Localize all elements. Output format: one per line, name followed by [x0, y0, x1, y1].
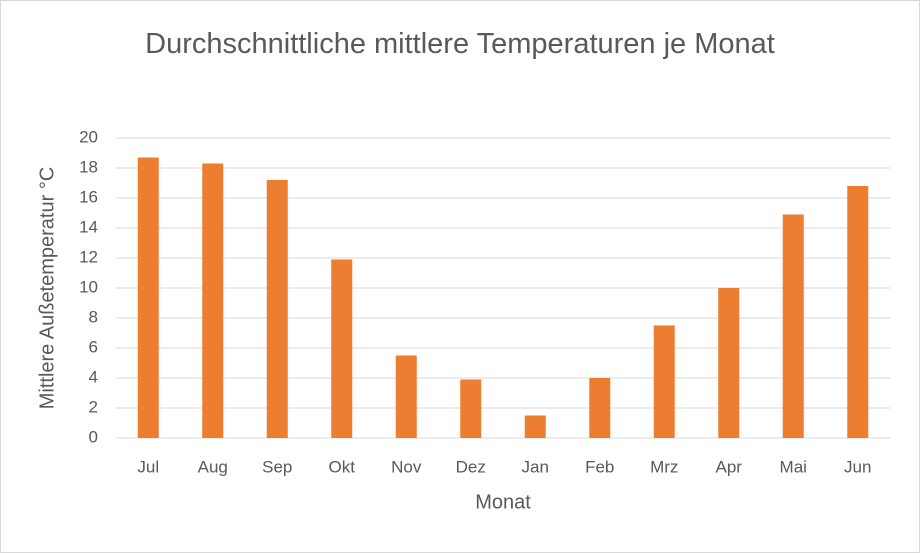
y-tick-label: 8	[89, 307, 98, 326]
bar	[460, 379, 482, 438]
y-axis-title: Mittlere Außetemperatur °C	[36, 167, 58, 410]
bar	[589, 378, 611, 438]
bar	[331, 259, 353, 438]
bar	[202, 163, 224, 438]
y-tick-label: 14	[79, 217, 98, 236]
y-tick-label: 20	[79, 127, 98, 146]
y-tick-label: 12	[79, 247, 98, 266]
y-tick-label: 10	[79, 277, 98, 296]
x-tick-label: Nov	[391, 457, 422, 476]
x-tick-label: Jun	[844, 457, 871, 476]
x-tick-label: Okt	[329, 457, 356, 476]
x-tick-label: Sep	[262, 457, 292, 476]
x-tick-label: Mai	[780, 457, 807, 476]
y-tick-label: 2	[89, 397, 98, 416]
x-tick-label: Jul	[137, 457, 159, 476]
x-tick-label: Aug	[198, 457, 228, 476]
x-tick-label: Apr	[716, 457, 743, 476]
y-tick-label: 16	[79, 187, 98, 206]
bar	[782, 214, 804, 438]
bar	[718, 288, 740, 438]
bar	[266, 180, 288, 438]
chart-title: Durchschnittliche mittlere Temperaturen …	[145, 28, 775, 60]
x-axis-title: Monat	[475, 491, 531, 513]
bar	[395, 355, 417, 438]
x-tick-label: Mrz	[650, 457, 678, 476]
x-tick-label: Jan	[522, 457, 549, 476]
y-tick-label: 18	[79, 157, 98, 176]
x-tick-label: Feb	[585, 457, 614, 476]
bar	[847, 186, 869, 438]
x-tick-label: Dez	[456, 457, 486, 476]
bar	[137, 157, 159, 438]
bar	[524, 415, 546, 438]
y-tick-label: 6	[89, 337, 98, 356]
bar	[653, 325, 675, 438]
y-tick-label: 0	[89, 427, 98, 446]
y-tick-label: 4	[89, 367, 98, 386]
